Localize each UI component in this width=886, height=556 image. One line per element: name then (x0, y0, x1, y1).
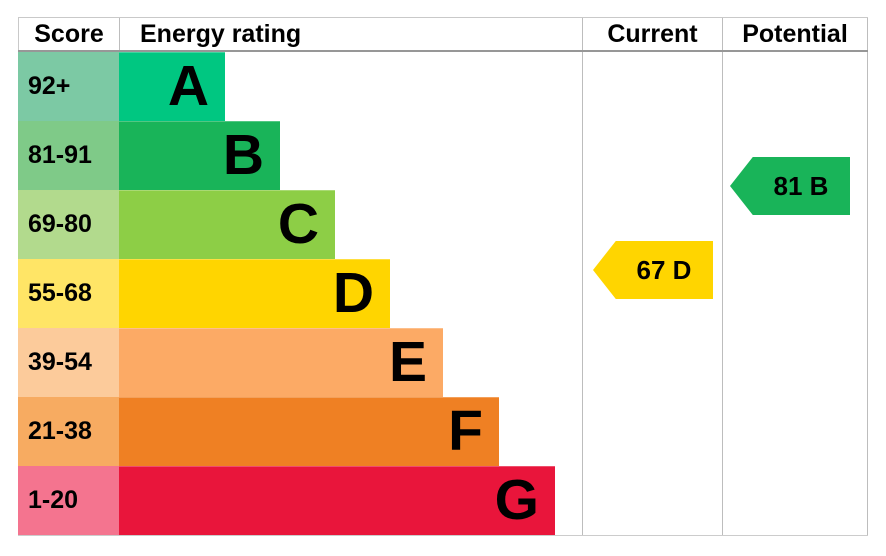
band-letter-d: D (332, 261, 374, 325)
band-row-d: 55-68 D (18, 259, 868, 328)
band-score-range-a: 92+ (18, 52, 119, 121)
band-bar-f: F (119, 397, 499, 466)
chart-body: 92+ A 81-91 B 69-80 C 55-68 D 39-54 (18, 52, 868, 536)
potential-rating-label: 81 B (773, 170, 829, 201)
header-score: Score (18, 18, 119, 50)
band-bar-c: C (119, 190, 335, 259)
band-score-range-f: 21-38 (18, 397, 119, 466)
column-divider-right (867, 52, 868, 535)
band-score-range-b: 81-91 (18, 121, 119, 190)
band-bar-g: G (119, 466, 555, 535)
header-current: Current (582, 18, 722, 50)
band-bar-d: D (119, 259, 390, 328)
column-divider-potential (722, 52, 723, 535)
band-letter-e: E (388, 330, 427, 394)
chart-header-row: Score Energy rating Current Potential (18, 17, 868, 52)
band-letter-b: B (222, 123, 264, 187)
band-row-g: 1-20 G (18, 466, 868, 535)
band-row-e: 39-54 E (18, 328, 868, 397)
current-rating-label: 67 D (636, 254, 692, 285)
band-letter-a: A (167, 54, 209, 118)
band-letter-g: G (494, 468, 539, 532)
band-row-c: 69-80 C (18, 190, 868, 259)
band-row-a: 92+ A (18, 52, 868, 121)
band-score-range-g: 1-20 (18, 466, 119, 535)
band-row-b: 81-91 B (18, 121, 868, 190)
band-score-range-e: 39-54 (18, 328, 119, 397)
column-divider-current (582, 52, 583, 535)
band-letter-f: F (448, 399, 483, 463)
band-bar-e: E (119, 328, 443, 397)
band-row-f: 21-38 F (18, 397, 868, 466)
potential-rating-arrow: 81 B (730, 157, 850, 215)
epc-rating-chart: Score Energy rating Current Potential 92… (18, 17, 868, 536)
band-score-range-d: 55-68 (18, 259, 119, 328)
band-bar-b: B (119, 121, 280, 190)
header-energy-rating: Energy rating (119, 18, 582, 50)
current-rating-arrow: 67 D (593, 241, 713, 299)
band-score-range-c: 69-80 (18, 190, 119, 259)
band-bar-a: A (119, 52, 225, 121)
band-letter-c: C (277, 192, 319, 256)
header-potential: Potential (722, 18, 868, 50)
